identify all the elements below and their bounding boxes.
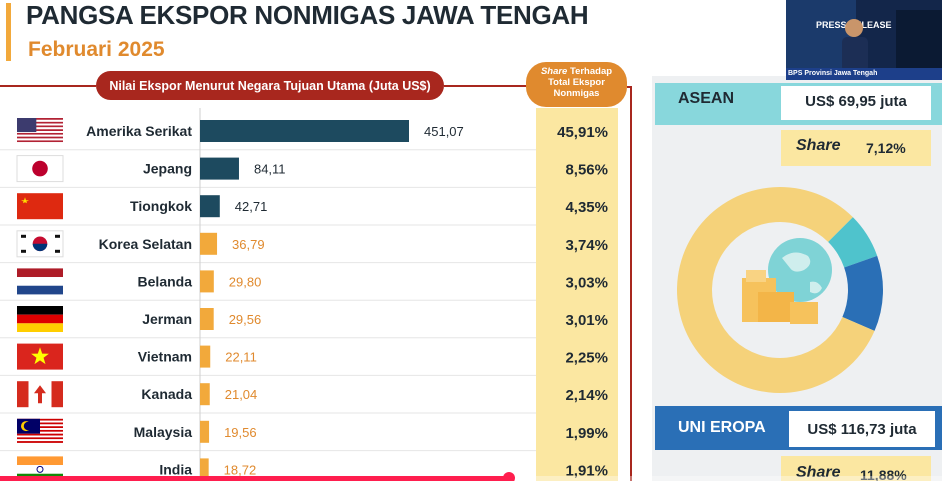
asean-share-label: Share	[796, 137, 841, 154]
value-label: 22,11	[225, 350, 257, 365]
page-title: PANGSA EKSPOR NONMIGAS JAWA TENGAH	[26, 0, 589, 30]
category-label: Jerman	[142, 311, 192, 327]
share-label: 3,01%	[565, 312, 608, 329]
category-label: India	[159, 461, 192, 477]
share-label: 3,03%	[565, 274, 608, 291]
uni-eropa-label: UNI EROPA	[678, 419, 766, 436]
donut-segment	[842, 255, 883, 331]
value-label: 29,56	[229, 312, 262, 327]
asean-share-box	[781, 130, 931, 166]
value-label: 19,56	[224, 425, 257, 440]
value-label: 18,72	[224, 462, 257, 477]
uni-eropa-share-value: 11,88%	[860, 467, 907, 481]
value-label: 36,79	[232, 237, 265, 252]
bar	[200, 120, 409, 142]
category-label: Amerika Serikat	[86, 123, 192, 139]
header-line-right	[444, 85, 526, 87]
header-line-left	[0, 85, 96, 87]
share-label: 1,99%	[565, 425, 608, 442]
category-label: Malaysia	[134, 424, 193, 440]
my-flag	[17, 418, 63, 445]
value-header-pill: Nilai Ekspor Menurut Negara Tujuan Utama…	[96, 71, 444, 100]
bar	[200, 383, 210, 406]
share-label: 2,25%	[565, 350, 608, 367]
bar	[200, 458, 209, 481]
presenter-video: PRESS RELEASE	[786, 0, 942, 80]
share-label: 1,91%	[565, 462, 608, 479]
asean-value-box	[781, 86, 931, 120]
asean-label: ASEAN	[678, 90, 735, 107]
uni-eropa-share-box	[781, 456, 931, 481]
uni-eropa-value: US$ 116,73 juta	[807, 421, 917, 438]
category-label: Korea Selatan	[99, 236, 192, 252]
kr-flag	[16, 230, 64, 258]
asean-share-value: 7,12%	[866, 140, 906, 156]
video-progress-fill	[0, 476, 509, 481]
us-flag	[17, 118, 63, 144]
jp-flag	[16, 155, 64, 183]
bar	[200, 270, 214, 293]
connector-line-horizontal	[627, 86, 632, 88]
donut-segment	[677, 187, 875, 394]
uni-eropa-value-box	[789, 411, 935, 447]
de-flag	[17, 306, 63, 332]
value-label: 29,80	[229, 274, 262, 289]
export-bar-chart: Amerika Serikat 451,07 45,91% Jepang 84,11 8,…	[0, 108, 608, 481]
share-label: 2,14%	[565, 387, 608, 404]
presenter-video-frame: PRESS RELEASE	[786, 0, 942, 80]
connector-line-vertical	[630, 86, 632, 481]
donut-segment	[828, 217, 878, 268]
value-label: 84,11	[254, 162, 286, 177]
asean-value: US$ 69,95 juta	[805, 93, 907, 110]
category-label: Jepang	[143, 161, 192, 177]
share-label: 3,74%	[565, 237, 608, 254]
nl-flag	[17, 268, 63, 295]
share-label: 8,56%	[565, 162, 608, 179]
value-label: 451,07	[424, 124, 464, 139]
cn-flag	[17, 193, 63, 220]
share-header-rest1: Terhadap	[567, 66, 613, 77]
category-label: Kanada	[141, 386, 192, 402]
category-label: Belanda	[138, 273, 193, 289]
ca-flag	[17, 381, 63, 408]
share-label: 4,35%	[565, 199, 608, 216]
bar	[200, 232, 218, 255]
bar	[200, 157, 239, 180]
bar	[200, 308, 214, 330]
video-caption: BPS Provinsi Jawa Tengah	[788, 70, 878, 77]
share-label: 45,91%	[557, 124, 608, 141]
bar	[200, 420, 210, 443]
region-donut-chart	[677, 187, 883, 394]
globe-boxes-icon	[742, 238, 832, 324]
share-header-rest3: Nonmigas	[553, 88, 600, 99]
uni-eropa-share-label: Share	[796, 464, 841, 481]
share-header-italic: Share	[540, 66, 568, 77]
page-subtitle: Februari 2025	[28, 38, 165, 61]
vn-flag	[17, 343, 63, 370]
bar	[200, 195, 220, 218]
share-header-rest2: Total Ekspor	[548, 77, 605, 88]
title-accent-bar	[6, 3, 11, 61]
value-label: 21,04	[225, 387, 258, 402]
bar	[200, 345, 211, 368]
category-label: Tiongkok	[130, 198, 192, 214]
category-label: Vietnam	[138, 349, 192, 365]
video-progress-handle[interactable]	[502, 472, 515, 481]
value-label: 42,71	[235, 199, 268, 214]
share-column-background	[536, 108, 618, 481]
share-header-pill: Share Terhadap Total Ekspor Nonmigas	[526, 62, 627, 107]
